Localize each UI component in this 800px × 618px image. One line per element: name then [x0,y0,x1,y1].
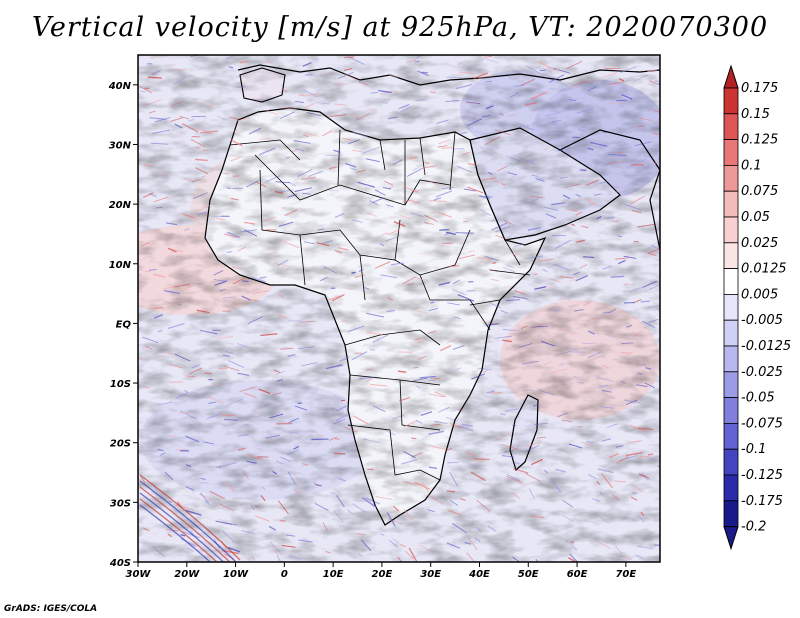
colorbar-label: -0.075 [741,416,783,431]
x-tick-label: 10W [223,569,249,580]
colorbar-segment [723,216,739,244]
colorbar-segment [723,345,739,373]
colorbar-segment [723,190,739,218]
colorbar-label: 0.005 [741,287,778,302]
plot-frame [137,54,661,563]
colorbar-label: -0.05 [741,391,775,406]
colorbar-label: -0.125 [741,468,783,483]
colorbar-segment [723,371,739,398]
colorbar-segment [723,397,739,424]
x-tick-label: 20W [174,569,200,580]
colorbar-label: 0.125 [741,133,778,148]
colorbar-segment [723,242,739,270]
x-tick-label: 30E [420,569,441,580]
y-tick-label: 40N [108,81,132,92]
colorbar-segment [723,474,739,502]
colorbar-label: -0.175 [741,494,783,509]
y-tick-label: 40S [109,558,131,569]
colorbar-segment [723,422,739,450]
vertical-velocity-field [138,55,660,562]
colorbar-label: 0.05 [741,210,770,225]
colorbar-label: -0.2 [741,520,766,535]
colorbar-bottom-arrow [723,526,739,551]
field-streaks [138,55,660,562]
colorbar-label: 0.1 [741,158,762,173]
x-axis-ticks: 30W 20W 10W 0 10E 20E 30E 40E 50E 60E 70E [126,562,636,580]
colorbar-label: 0.15 [741,107,770,122]
y-tick-label: 20S [110,439,131,450]
y-tick-label: EQ [116,319,132,330]
colorbar-label: 0.075 [741,184,778,199]
colorbar-top-arrow [723,64,739,89]
x-tick-label: 10E [323,569,344,580]
y-tick-label: 10N [109,260,132,271]
colorbar-segment [723,500,739,527]
colorbar-segment [723,139,739,166]
x-tick-label: 70E [615,569,636,580]
x-tick-label: 50E [518,569,539,580]
colorbar-segment [723,448,739,476]
colorbar-label: 0.0125 [741,262,787,277]
colorbar-segment [723,87,739,115]
colorbar: 0.175 0.15 0.125 0.1 0.075 0.05 0.025 0.0125 0.0… [723,64,791,551]
y-tick-label: 30S [110,498,131,509]
y-tick-label: 30N [109,140,132,151]
colorbar-segment [723,113,739,141]
colorbar-label: -0.005 [741,313,783,328]
colorbar-label: -0.1 [741,442,766,457]
x-tick-label: 40E [468,569,490,580]
grads-credit: GrADS: IGES/COLA [4,604,98,614]
colorbar-segment [723,268,739,295]
colorbar-label: 0.175 [741,81,778,96]
map-title: Vertical velocity [m/s] at 925hPa, VT: 2… [31,12,769,43]
y-axis-ticks: 40N 30N 20N 10N EQ 10S 20S 30S 40S [108,81,138,569]
colorbar-label: -0.0125 [741,339,791,354]
x-tick-label: 60E [567,569,588,580]
colorbar-segment [723,293,739,321]
colorbar-segment [723,164,739,192]
colorbar-label: 0.025 [741,236,778,251]
y-tick-label: 10S [110,379,131,390]
x-tick-label: 20E [372,569,393,580]
x-tick-label: 30W [126,569,152,580]
colorbar-label: -0.025 [741,365,783,380]
y-tick-label: 20N [109,200,132,211]
x-tick-label: 0 [281,569,288,580]
colorbar-segment [723,319,739,347]
